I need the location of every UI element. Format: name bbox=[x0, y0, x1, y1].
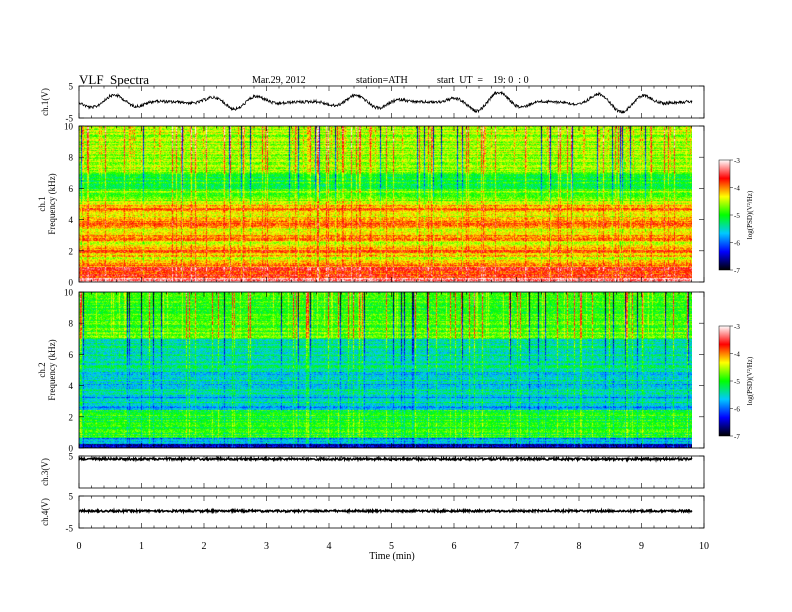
ch1-spec-ytick-label: 10 bbox=[64, 122, 74, 132]
ch1-spec-colorbar-tick-label: -5 bbox=[734, 212, 740, 220]
x-tick-label: 9 bbox=[639, 541, 644, 552]
ch2-spec-colorbar-label: log(PSD)(V²/Hz) bbox=[746, 356, 754, 405]
ch2-spec-ytick-label: 4 bbox=[69, 381, 74, 391]
ch1-spec-ytick-label: 6 bbox=[69, 184, 74, 194]
ch2-spec-ytick-label: 8 bbox=[69, 319, 74, 329]
ch1-spec-colorbar-tick-label: -7 bbox=[734, 267, 740, 275]
ch4-wave-ytick-label: 5 bbox=[69, 492, 74, 502]
ch1-wave-ytick-label: -5 bbox=[66, 114, 74, 124]
ch1-wave-ytick-label: 5 bbox=[69, 82, 74, 92]
x-tick-label: 1 bbox=[139, 541, 144, 552]
start-time-label: start UT = 19: 0 : 0 bbox=[437, 75, 529, 86]
x-tick-label: 6 bbox=[452, 541, 457, 552]
chart-title: VLF Spectra bbox=[79, 72, 150, 87]
ch2-spec-image bbox=[79, 292, 692, 448]
ch1-spec-colorbar-tick-label: -6 bbox=[734, 240, 740, 248]
ch4-wave-ylabel: ch.4(V) bbox=[40, 498, 50, 526]
ch1-spec-image bbox=[79, 126, 692, 282]
ch3-wave-trace bbox=[78, 455, 693, 463]
ch1-spec-colorbar bbox=[718, 159, 731, 271]
date-label: Mar.29, 2012 bbox=[252, 75, 306, 86]
x-tick-label: 3 bbox=[264, 541, 269, 552]
x-tick-label: 0 bbox=[77, 541, 82, 552]
ch1-spec-colorbar-tick-label: -4 bbox=[734, 185, 740, 193]
ch2-spec-colorbar-tick-label: -4 bbox=[734, 351, 740, 359]
x-tick-label: 4 bbox=[327, 541, 332, 552]
ch1-wave-ylabel: ch.1(V) bbox=[40, 88, 50, 116]
ch1-spec-colorbar-tick-label: -3 bbox=[734, 157, 740, 165]
ch1-spec-ytick-label: 0 bbox=[69, 278, 74, 288]
x-tick-label: 10 bbox=[699, 541, 709, 552]
ch1-spec-ytick-label: 8 bbox=[69, 153, 74, 163]
x-tick-label: 8 bbox=[577, 541, 582, 552]
ch1-spec-ytick-label: 2 bbox=[69, 246, 74, 256]
ch2-spec-ylabel: Frequency (kHz) bbox=[47, 339, 57, 400]
ch3-wave-ytick-label: 5 bbox=[69, 452, 74, 462]
x-tick-label: 2 bbox=[202, 541, 207, 552]
ch2-spec-ytick-label: 6 bbox=[69, 350, 74, 360]
ch2-spec-colorbar-tick-label: -6 bbox=[734, 406, 740, 414]
ch2-spec-colorbar-tick-label: -7 bbox=[734, 433, 740, 441]
ch2-spec-ytick-label: 2 bbox=[69, 412, 74, 422]
ch1-spec-ylabel: ch.1 bbox=[37, 196, 47, 211]
ch2-spec-ytick-label: 0 bbox=[69, 444, 74, 454]
ch1-spec-colorbar-label: log(PSD)(V²/Hz) bbox=[746, 190, 754, 239]
ch3-wave-ylabel: ch.3(V) bbox=[40, 458, 50, 486]
x-tick-label: 7 bbox=[514, 541, 519, 552]
ch4-wave-trace bbox=[78, 507, 693, 515]
ch2-spec-colorbar-tick-label: -5 bbox=[734, 378, 740, 386]
x-tick-label: 5 bbox=[389, 541, 394, 552]
ch2-spec-ytick-label: 10 bbox=[64, 288, 74, 298]
ch2-spec-colorbar bbox=[718, 325, 731, 437]
ch1-spec-ytick-label: 4 bbox=[69, 215, 74, 225]
ch2-spec-ylabel: ch.2 bbox=[37, 362, 47, 377]
x-axis-label: Time (min) bbox=[369, 551, 414, 562]
ch4-wave-ytick-label: -5 bbox=[66, 524, 74, 534]
ch1-wave-trace bbox=[78, 90, 693, 114]
station-label: station=ATH bbox=[356, 75, 408, 86]
ch2-spec-colorbar-tick-label: -3 bbox=[734, 323, 740, 331]
ch1-spec-ylabel: Frequency (kHz) bbox=[47, 173, 57, 234]
